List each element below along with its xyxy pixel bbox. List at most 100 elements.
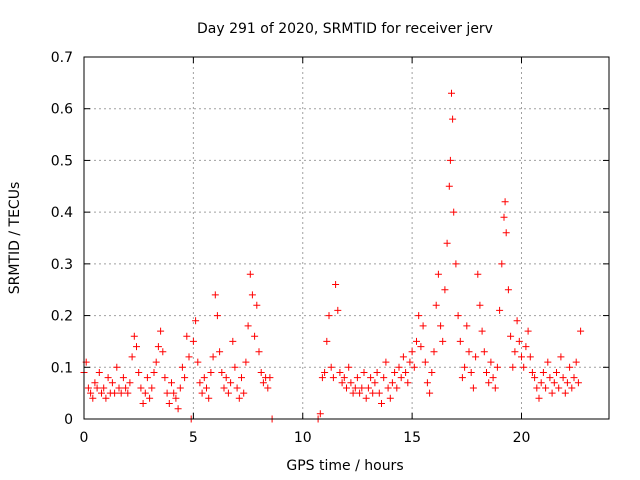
data-point	[417, 343, 425, 351]
data-point	[108, 379, 116, 387]
data-point	[485, 379, 493, 387]
data-point	[84, 384, 92, 392]
data-point	[95, 369, 103, 376]
data-point	[119, 374, 127, 382]
data-point	[163, 389, 171, 397]
data-point	[143, 374, 151, 382]
data-point	[248, 291, 256, 299]
data-point	[469, 384, 477, 392]
data-point	[253, 301, 261, 309]
data-point	[493, 363, 501, 371]
data-point	[358, 384, 366, 392]
data-point	[458, 374, 466, 382]
data-point	[522, 343, 530, 351]
data-point	[205, 394, 213, 402]
y-tick-label: 0.1	[51, 360, 73, 376]
data-point	[146, 394, 154, 402]
data-point	[362, 394, 370, 402]
data-point	[395, 363, 403, 371]
data-point	[478, 327, 486, 335]
data-point	[135, 369, 143, 376]
data-point	[496, 306, 504, 314]
data-point	[563, 379, 571, 387]
y-tick-label: 0.4	[51, 205, 73, 221]
data-point	[327, 363, 335, 371]
data-point	[238, 374, 245, 382]
data-point	[375, 389, 383, 397]
data-point	[189, 337, 197, 345]
data-point	[321, 369, 329, 376]
data-point	[456, 337, 464, 345]
data-point	[446, 156, 454, 164]
data-point	[264, 384, 272, 392]
data-point	[439, 337, 447, 345]
y-tick-label: 0.6	[51, 102, 73, 118]
data-point	[329, 374, 337, 382]
data-point	[222, 374, 230, 382]
data-point	[334, 306, 342, 314]
data-point	[483, 369, 490, 376]
data-point	[546, 374, 554, 382]
data-point	[388, 379, 396, 387]
data-point	[255, 348, 263, 356]
data-point	[349, 389, 357, 397]
data-point	[402, 369, 410, 376]
data-point	[126, 379, 134, 387]
data-point	[154, 343, 162, 351]
ticks-layer: 0 0.1 0.2 0.3 0.4 0.5 0.6 0.7 0 5 10 15 20	[51, 50, 609, 446]
data-point	[434, 270, 442, 278]
data-point	[445, 182, 453, 190]
data-point	[419, 322, 427, 330]
plot-frame	[83, 56, 610, 420]
data-point	[192, 317, 200, 325]
data-point	[251, 332, 259, 340]
data-point	[178, 363, 186, 371]
data-point	[542, 384, 550, 392]
data-point	[174, 405, 182, 413]
data-point	[408, 348, 416, 356]
data-point	[465, 348, 473, 356]
data-point	[340, 374, 348, 382]
data-point	[507, 332, 515, 340]
data-point	[224, 389, 232, 397]
data-point	[316, 410, 324, 418]
data-point	[87, 389, 95, 397]
data-point	[211, 291, 219, 299]
data-point	[561, 389, 569, 397]
data-point	[501, 198, 509, 206]
data-point	[137, 384, 145, 392]
data-point	[209, 353, 217, 361]
data-point	[165, 400, 173, 407]
data-point	[345, 363, 353, 371]
data-point	[406, 358, 414, 366]
data-point	[122, 384, 130, 392]
data-point	[480, 348, 488, 356]
data-point	[544, 358, 552, 366]
data-point	[183, 332, 191, 340]
data-point	[531, 374, 539, 382]
data-point	[141, 389, 149, 397]
data-point	[347, 379, 355, 387]
data-point	[397, 374, 405, 382]
data-point	[384, 384, 392, 392]
data-point	[491, 384, 499, 392]
data-point	[428, 369, 436, 376]
data-point	[489, 374, 497, 382]
data-point	[152, 358, 160, 366]
data-point	[369, 389, 377, 397]
data-point	[378, 400, 385, 407]
data-point	[242, 358, 250, 366]
data-point	[386, 394, 394, 402]
data-point	[218, 369, 226, 376]
x-tick-label: 5	[189, 430, 198, 446]
data-point	[257, 369, 265, 376]
data-point	[157, 327, 165, 335]
data-point	[548, 389, 556, 397]
data-point	[98, 389, 105, 397]
data-point	[194, 358, 202, 366]
data-point	[170, 389, 178, 397]
data-point	[555, 384, 563, 392]
data-point	[159, 348, 167, 356]
grid-layer	[84, 57, 609, 419]
